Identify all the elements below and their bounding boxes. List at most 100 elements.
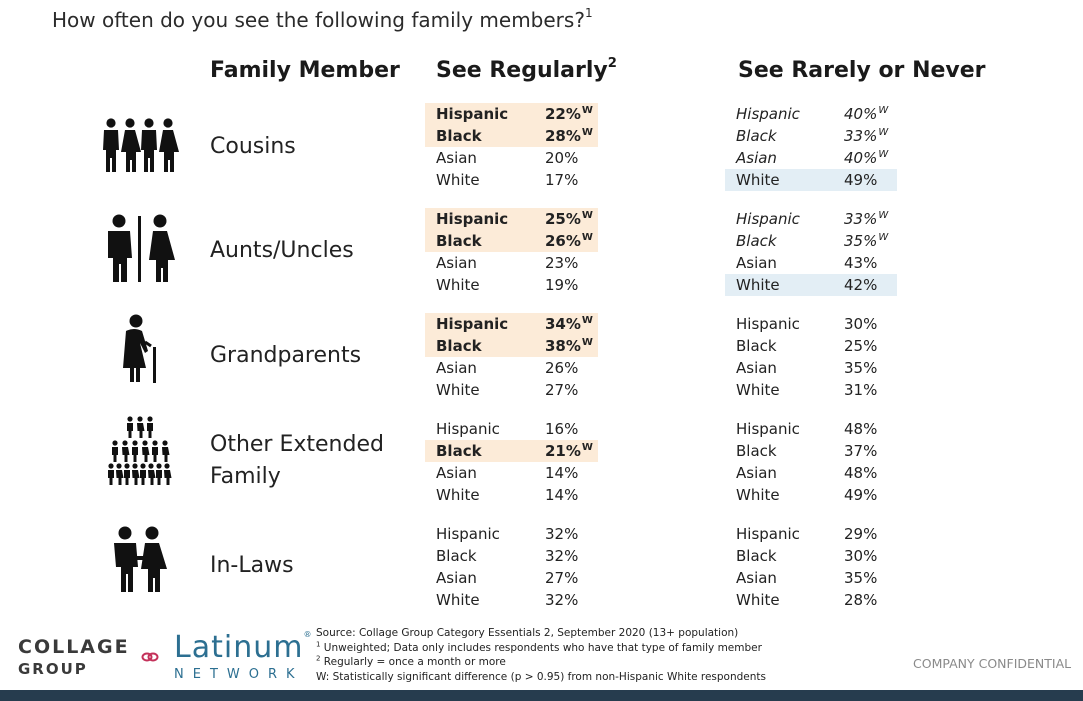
- group-label: Asian: [436, 149, 477, 167]
- group-label: Black: [736, 547, 777, 565]
- page-title: How often do you see the following famil…: [52, 6, 593, 32]
- group-label: Black: [436, 442, 482, 460]
- see-rarely-cell: White 31%: [725, 379, 897, 401]
- percent-value: 28%W: [545, 125, 593, 147]
- group-label: Hispanic: [736, 105, 800, 123]
- percent-value-text: 23%: [545, 254, 579, 272]
- group-label: Black: [736, 127, 777, 145]
- company-confidential-label: COMPANY CONFIDENTIAL: [913, 656, 1072, 671]
- percent-value: 42%: [844, 274, 877, 296]
- percent-value: 33%W: [844, 125, 888, 147]
- group-label: Asian: [736, 254, 777, 272]
- percent-value-text: 30%: [844, 547, 878, 565]
- family-member-label-line: In-Laws: [210, 553, 294, 578]
- percent-value-text: 32%: [545, 547, 579, 565]
- percent-value-text: 42%: [844, 276, 878, 294]
- significance-mark: W: [878, 127, 889, 138]
- percent-value: 35%W: [844, 230, 888, 252]
- percent-value: 26%W: [545, 230, 593, 252]
- group-label: Black: [736, 442, 777, 460]
- footer-note-1: 1 Unweighted; Data only includes respond…: [316, 640, 762, 654]
- group-label: Hispanic: [736, 210, 800, 228]
- footer-bar: [0, 690, 1083, 701]
- see-rarely-cell: Asian 48%: [725, 462, 897, 484]
- percent-value-text: 29%: [844, 525, 878, 543]
- group-label: Asian: [736, 569, 777, 587]
- header-see-rarely: See Rarely or Never: [738, 58, 986, 83]
- see-rarely-cell: Hispanic 48%: [725, 418, 897, 440]
- percent-value: 43%: [844, 252, 877, 274]
- percent-value: 14%: [545, 462, 578, 484]
- percent-value-text: 40%: [844, 149, 878, 167]
- header-see-regularly: See Regularly2: [436, 55, 617, 83]
- family-member-label-line: Grandparents: [210, 343, 362, 368]
- collage-logo-line2: GROUP: [18, 660, 88, 678]
- group-label: White: [736, 486, 780, 504]
- title-footnote-mark: 1: [584, 6, 593, 21]
- group-label: Hispanic: [736, 525, 800, 543]
- percent-value-text: 30%: [844, 315, 878, 333]
- grandparent-icon: [123, 314, 156, 383]
- family-member-label: In-Laws: [210, 550, 294, 582]
- see-rarely-cell: White 42%: [725, 274, 897, 296]
- significance-mark: W: [581, 127, 593, 138]
- group-label: Asian: [436, 359, 477, 377]
- percent-value-text: 49%: [844, 171, 878, 189]
- significance-mark: W: [581, 337, 593, 348]
- percent-value: 30%: [844, 545, 877, 567]
- see-regularly-cell: Hispanic 16%: [425, 418, 598, 440]
- group-label: Black: [736, 232, 777, 250]
- percent-value: 23%: [545, 252, 578, 274]
- see-regularly-cell: White 14%: [425, 484, 598, 506]
- percent-value-text: 20%: [545, 149, 579, 167]
- group-label: Asian: [736, 359, 777, 377]
- aunts-uncles-icon: [108, 214, 175, 282]
- see-regularly-cell: Hispanic 22%W: [425, 103, 598, 125]
- family-member-label: Cousins: [210, 131, 296, 163]
- group-label: White: [436, 276, 480, 294]
- header-see-regularly-mark: 2: [607, 55, 617, 71]
- percent-value: 49%: [844, 484, 877, 506]
- see-rarely-cell: Asian 35%: [725, 567, 897, 589]
- percent-value: 40%W: [844, 103, 888, 125]
- percent-value: 22%W: [545, 103, 593, 125]
- percent-value: 25%: [844, 335, 877, 357]
- group-label: White: [436, 486, 480, 504]
- group-label: Asian: [436, 254, 477, 272]
- percent-value-text: 27%: [545, 569, 579, 587]
- significance-mark: W: [878, 105, 889, 116]
- percent-value-text: 25%: [844, 337, 878, 355]
- latinum-logo-text: Latinum: [174, 630, 304, 665]
- footer-note-1-mark: 1: [316, 640, 321, 649]
- see-rarely-cell: Black 25%: [725, 335, 897, 357]
- see-regularly-cell: Hispanic 34%W: [425, 313, 598, 335]
- percent-value: 49%: [844, 169, 877, 191]
- percent-value-text: 27%: [545, 381, 579, 399]
- see-rarely-cell: Hispanic 33%W: [725, 208, 897, 230]
- percent-value: 26%: [545, 357, 578, 379]
- see-rarely-cell: Hispanic 40%W: [725, 103, 897, 125]
- percent-value: 31%: [844, 379, 877, 401]
- percent-value-text: 32%: [545, 525, 579, 543]
- percent-value: 32%: [545, 545, 578, 567]
- group-label: White: [436, 591, 480, 609]
- percent-value-text: 31%: [844, 381, 878, 399]
- group-label: White: [436, 171, 480, 189]
- percent-value: 37%: [844, 440, 877, 462]
- see-rarely-cell: Black 30%: [725, 545, 897, 567]
- see-rarely-cell: Hispanic 30%: [725, 313, 897, 335]
- percent-value: 48%: [844, 462, 877, 484]
- see-regularly-cell: Asian 23%: [425, 252, 598, 274]
- group-label: Hispanic: [736, 420, 800, 438]
- see-regularly-cell: Asian 14%: [425, 462, 598, 484]
- percent-value-text: 14%: [545, 486, 579, 504]
- percent-value-text: 37%: [844, 442, 878, 460]
- header-family-member: Family Member: [210, 58, 400, 83]
- percent-value: 35%: [844, 567, 877, 589]
- group-label: Asian: [736, 464, 777, 482]
- cousins-icon: [103, 118, 179, 172]
- percent-value: 29%: [844, 523, 877, 545]
- significance-mark: W: [581, 315, 593, 326]
- see-rarely-cell: Black 35%W: [725, 230, 897, 252]
- percent-value-text: 43%: [844, 254, 878, 272]
